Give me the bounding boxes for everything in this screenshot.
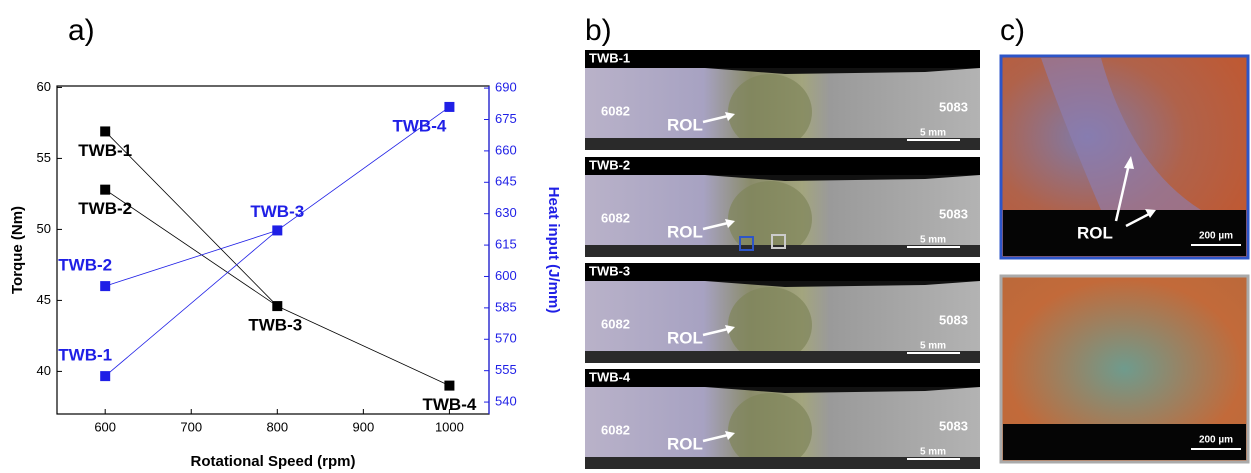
scale-label: 5 mm: [920, 128, 946, 139]
scale-label: 5 mm: [920, 447, 946, 458]
y-tick-label: 50: [37, 221, 51, 236]
y2-tick-label: 690: [495, 80, 517, 95]
data-point: [272, 301, 282, 311]
connector: [277, 306, 449, 386]
scale-label: 5 mm: [920, 341, 946, 352]
point-label: TWB-2: [78, 199, 132, 218]
data-point: [100, 185, 110, 195]
data-point: [100, 371, 110, 381]
connector: [105, 230, 277, 286]
header-band: [585, 263, 980, 281]
y2-tick-label: 570: [495, 331, 517, 346]
y2-tick-label: 555: [495, 362, 517, 377]
y-tick-label: 40: [37, 363, 51, 378]
y2-tick-label: 585: [495, 299, 517, 314]
x-tick-label: 800: [266, 419, 288, 434]
header-band: [585, 369, 980, 387]
data-point: [272, 225, 282, 235]
header-band: [585, 50, 980, 68]
alloy-right: 5083: [939, 312, 968, 327]
alloy-right: 5083: [939, 418, 968, 433]
y2-tick-label: 645: [495, 174, 517, 189]
y2-tick-label: 675: [495, 111, 517, 126]
y2-tick-label: 615: [495, 237, 517, 252]
alloy-left: 6082: [601, 422, 630, 437]
point-label: TWB-3: [250, 202, 304, 221]
y-tick-label: 55: [37, 150, 51, 165]
figure: a) b) c) TWB-1 6082 5083 ROL 5 mm TWB-2 6082 50…: [0, 0, 1251, 473]
y-tick-label: 60: [37, 79, 51, 94]
alloy-left: 6082: [601, 316, 630, 331]
weld-label: TWB-2: [589, 157, 630, 172]
y-tick-label: 45: [37, 292, 51, 307]
rol-label: ROL: [1077, 223, 1113, 242]
scale-label: 200 µm: [1199, 231, 1233, 242]
alloy-right: 5083: [939, 99, 968, 114]
x-axis-title: Rotational Speed (rpm): [190, 453, 355, 470]
panel-label: a): [68, 14, 95, 47]
y2-tick-label: 630: [495, 205, 517, 220]
x-tick-label: 900: [353, 419, 375, 434]
scale-label: 200 µm: [1199, 435, 1233, 446]
connector: [105, 230, 277, 376]
data-point: [100, 281, 110, 291]
point-label: TWB-1: [78, 141, 132, 160]
y2-tick-label: 540: [495, 394, 517, 409]
alloy-right: 5083: [939, 206, 968, 221]
x-tick-label: 700: [180, 419, 202, 434]
scale-label: 5 mm: [920, 235, 946, 246]
y-axis-title: Torque (Nm): [9, 206, 26, 294]
alloy-left: 6082: [601, 103, 630, 118]
point-label: TWB-1: [58, 346, 112, 365]
weld-label: TWB-1: [589, 50, 630, 65]
header-band: [585, 157, 980, 175]
data-point: [444, 102, 454, 112]
point-label: TWB-4: [393, 116, 447, 135]
weld-label: TWB-3: [589, 263, 630, 278]
panel-label: b): [585, 14, 612, 47]
x-tick-label: 1000: [435, 419, 464, 434]
weld-label: TWB-4: [589, 369, 631, 384]
point-label: TWB-3: [248, 316, 302, 335]
rol-label: ROL: [667, 115, 703, 134]
rol-label: ROL: [667, 328, 703, 347]
alloy-left: 6082: [601, 210, 630, 225]
rol-label: ROL: [667, 434, 703, 453]
rol-label: ROL: [667, 222, 703, 241]
x-tick-label: 600: [94, 419, 116, 434]
panel-label: c): [1000, 14, 1025, 47]
point-label: TWB-4: [423, 395, 477, 414]
data-point: [444, 381, 454, 391]
micrographs: TWB-1 6082 5083 ROL 5 mm TWB-2 6082 5083 ROL 5 mm…: [585, 50, 1248, 469]
y2-tick-label: 600: [495, 268, 517, 283]
point-label: TWB-2: [58, 256, 112, 275]
y2-axis-title: Heat input (J/mm): [545, 187, 562, 314]
y2-tick-label: 660: [495, 142, 517, 157]
data-point: [100, 126, 110, 136]
